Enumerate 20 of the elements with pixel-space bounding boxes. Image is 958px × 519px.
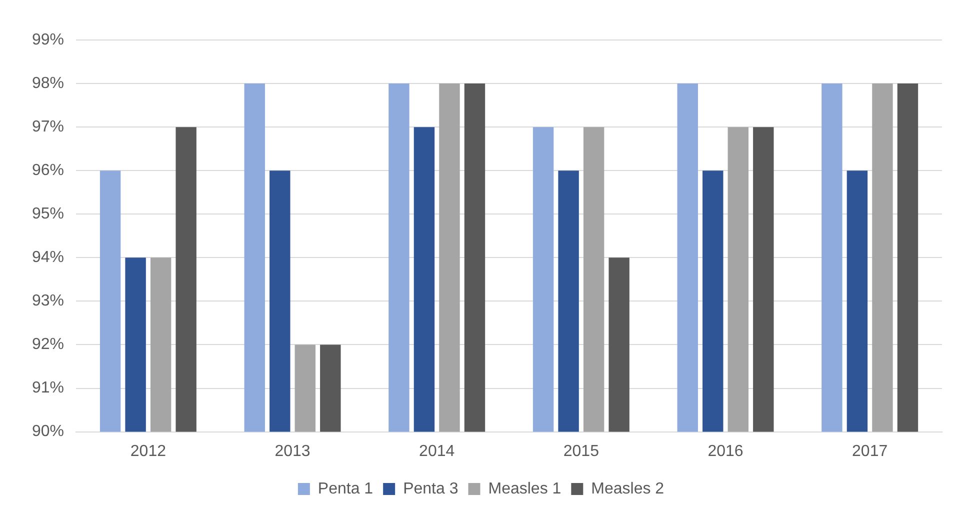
y-tick-label: 91%: [32, 380, 64, 397]
y-tick-label: 99%: [32, 31, 64, 48]
x-tick-label: 2014: [419, 442, 455, 460]
y-tick-label: 92%: [32, 336, 64, 354]
x-tick-label: 2012: [130, 442, 166, 460]
legend-label: Measles 2: [591, 480, 664, 498]
x-tick-label: 2015: [563, 442, 600, 460]
x-tick-label: 2013: [274, 442, 310, 460]
y-tick-label: 97%: [32, 118, 64, 136]
y-tick-label: 93%: [32, 292, 64, 310]
x-tick-label: 2017: [852, 442, 888, 460]
y-tick-label: 94%: [32, 249, 64, 266]
x-tick-label: 2016: [708, 442, 744, 460]
y-tick-label: 90%: [32, 423, 64, 440]
y-tick-label: 98%: [32, 74, 64, 92]
legend-label: Penta 3: [403, 480, 458, 498]
y-tick-label: 95%: [32, 206, 64, 223]
legend-label: Measles 1: [488, 480, 562, 498]
y-tick-label: 96%: [32, 162, 64, 180]
legend-label: Penta 1: [318, 480, 374, 498]
